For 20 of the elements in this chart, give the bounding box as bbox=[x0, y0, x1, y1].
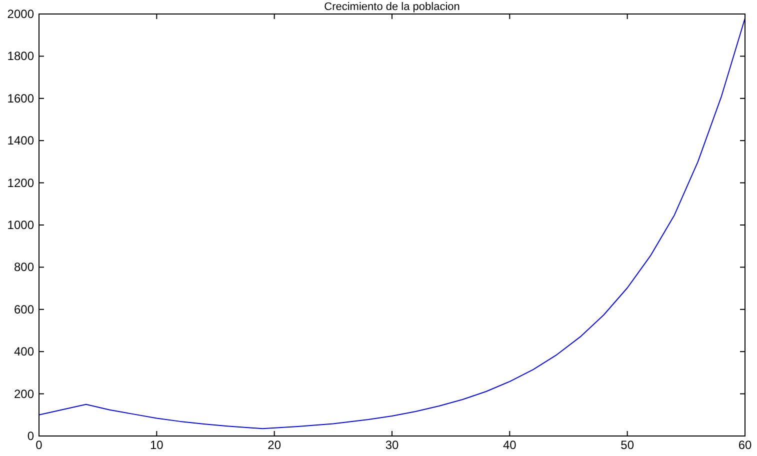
line-series bbox=[38, 18, 746, 430]
x-tick-label: 10 bbox=[150, 438, 164, 452]
y-tick-label: 1000 bbox=[7, 218, 34, 232]
chart-title: Crecimiento de la poblacion bbox=[324, 1, 460, 13]
x-tick-label: 20 bbox=[268, 438, 282, 452]
y-tick-label: 1200 bbox=[7, 176, 34, 190]
x-tick-label: 40 bbox=[502, 438, 517, 452]
y-tick-label: 0 bbox=[27, 429, 34, 443]
x-tick-label: 0 bbox=[36, 438, 43, 452]
y-tick-label: 1800 bbox=[7, 49, 34, 64]
x-tick-label: 50 bbox=[620, 438, 634, 452]
y-tick-label: 2000 bbox=[7, 7, 34, 21]
x-tick-label: 30 bbox=[385, 438, 399, 452]
y-tick-label: 200 bbox=[14, 386, 34, 401]
y-tick-label: 600 bbox=[14, 302, 34, 316]
x-tick-label: 60 bbox=[738, 438, 752, 452]
y-tick-label: 1600 bbox=[7, 91, 34, 106]
y-tick-label: 400 bbox=[14, 344, 34, 359]
y-tick-label: 800 bbox=[14, 260, 34, 274]
y-tick-label: 1400 bbox=[7, 134, 34, 148]
